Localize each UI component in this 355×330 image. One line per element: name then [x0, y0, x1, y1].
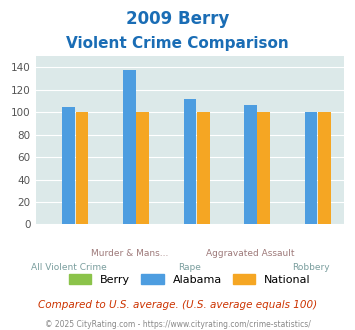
Bar: [184, 99, 196, 224]
Text: Aggravated Assault: Aggravated Assault: [206, 249, 295, 258]
Text: Violent Crime Comparison: Violent Crime Comparison: [66, 36, 289, 51]
Text: Rape: Rape: [179, 263, 201, 272]
Bar: [257, 112, 270, 224]
Bar: [76, 112, 88, 224]
Bar: [136, 112, 149, 224]
Text: © 2025 CityRating.com - https://www.cityrating.com/crime-statistics/: © 2025 CityRating.com - https://www.city…: [45, 320, 310, 329]
Bar: [244, 106, 257, 224]
Text: Compared to U.S. average. (U.S. average equals 100): Compared to U.S. average. (U.S. average …: [38, 300, 317, 310]
Bar: [62, 107, 75, 224]
Text: 2009 Berry: 2009 Berry: [126, 10, 229, 28]
Legend: Berry, Alabama, National: Berry, Alabama, National: [65, 270, 315, 289]
Text: Robbery: Robbery: [292, 263, 330, 272]
Text: All Violent Crime: All Violent Crime: [31, 263, 107, 272]
Bar: [197, 112, 209, 224]
Bar: [318, 112, 331, 224]
Text: Murder & Mans...: Murder & Mans...: [91, 249, 168, 258]
Bar: [123, 70, 136, 224]
Bar: [305, 112, 317, 224]
